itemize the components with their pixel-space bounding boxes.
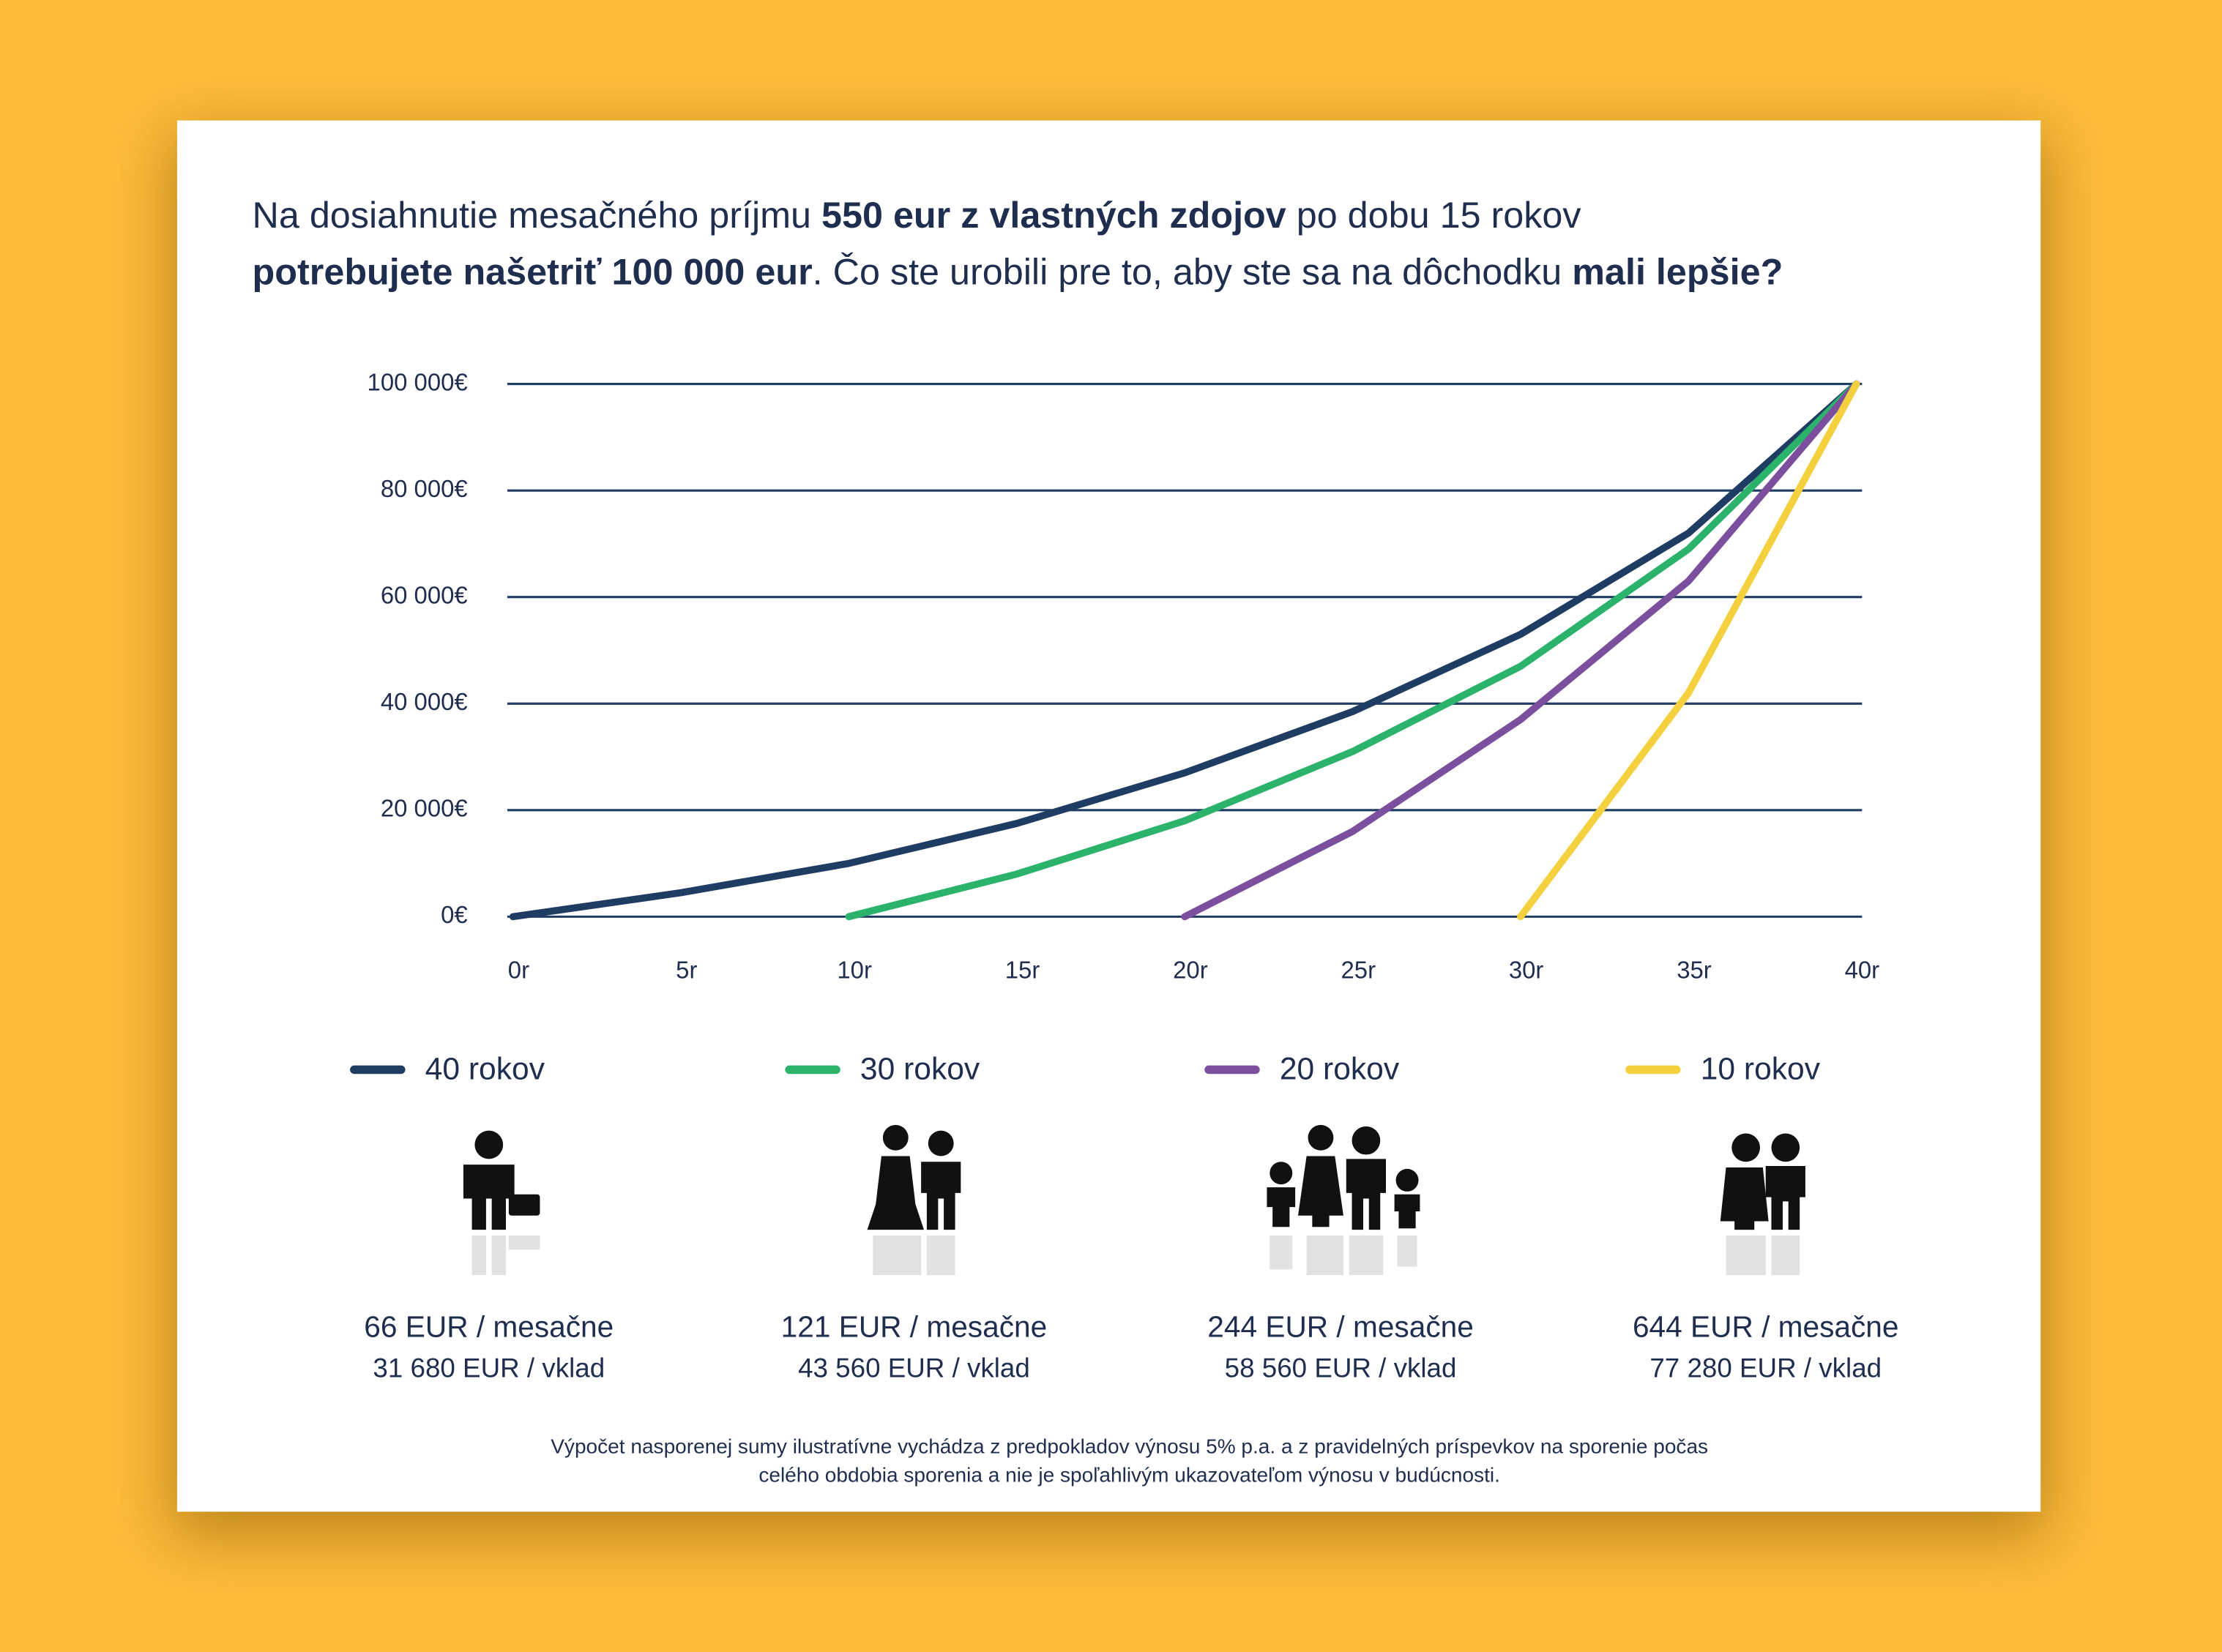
- x-tick-label: 40r: [1845, 957, 1880, 984]
- y-tick-label: 60 000€: [381, 581, 468, 608]
- footnote: celého obdobia sporenia a nie je spoľahl…: [758, 1463, 1500, 1486]
- caption-monthly: 244 EUR / mesačne: [1207, 1309, 1474, 1343]
- x-tick-label: 20r: [1173, 957, 1208, 984]
- y-tick-label: 80 000€: [381, 475, 468, 502]
- x-tick-label: 0r: [508, 957, 529, 984]
- title-part: Na dosiahnutie mesačného príjmu: [253, 194, 822, 236]
- caption-deposit: 58 560 EUR / vklad: [1225, 1353, 1457, 1383]
- series-line: [509, 380, 1860, 921]
- x-tick-label: 5r: [676, 957, 697, 984]
- icons: [463, 1124, 1805, 1276]
- title-part: . Čo ste urobili pre to, aby ste sa na d…: [813, 251, 1573, 293]
- legend-label: 20 rokov: [1280, 1052, 1400, 1087]
- legend-label: 10 rokov: [1701, 1052, 1821, 1087]
- icon-couple: [1720, 1133, 1805, 1276]
- series-line: [1517, 380, 1860, 921]
- icon-family: [1267, 1124, 1420, 1276]
- x-tick-label: 30r: [1509, 957, 1544, 984]
- series-line: [1181, 380, 1860, 921]
- y-tick-label: 20 000€: [381, 795, 468, 822]
- icon-businessman: [463, 1130, 540, 1276]
- y-tick-label: 100 000€: [368, 368, 468, 395]
- caption-monthly: 66 EUR / mesačne: [364, 1309, 614, 1343]
- legend-label: 40 rokov: [425, 1052, 545, 1087]
- caption-monthly: 121 EUR / mesačne: [781, 1309, 1048, 1343]
- caption-deposit: 77 280 EUR / vklad: [1649, 1353, 1882, 1383]
- title-part: 550 eur z vlastných zdojov: [821, 194, 1286, 236]
- x-tick-label: 10r: [837, 957, 872, 984]
- caption-deposit: 43 560 EUR / vklad: [798, 1353, 1030, 1383]
- icon-wedding: [867, 1124, 961, 1276]
- footnote: Výpočet nasporenej sumy ilustratívne vyc…: [551, 1435, 1708, 1458]
- legend-label: 30 rokov: [860, 1052, 980, 1087]
- caption-deposit: 31 680 EUR / vklad: [373, 1353, 605, 1383]
- title-part: po dobu 15 rokov: [1286, 194, 1581, 236]
- title-part: mali lepšie?: [1572, 251, 1783, 293]
- chart-title: potrebujete našetriť 100 000 eur. Čo ste…: [253, 251, 1783, 293]
- title-part: potrebujete našetriť 100 000 eur: [253, 251, 813, 293]
- series-line: [845, 380, 1860, 921]
- y-tick-label: 40 000€: [381, 688, 468, 715]
- x-tick-label: 35r: [1677, 957, 1712, 984]
- y-tick-label: 0€: [441, 901, 468, 928]
- caption-monthly: 644 EUR / mesačne: [1633, 1309, 1899, 1343]
- card: [176, 120, 2041, 1512]
- x-tick-label: 25r: [1341, 957, 1376, 984]
- chart-title: Na dosiahnutie mesačného príjmu 550 eur …: [253, 194, 1581, 236]
- x-tick-label: 15r: [1005, 957, 1040, 984]
